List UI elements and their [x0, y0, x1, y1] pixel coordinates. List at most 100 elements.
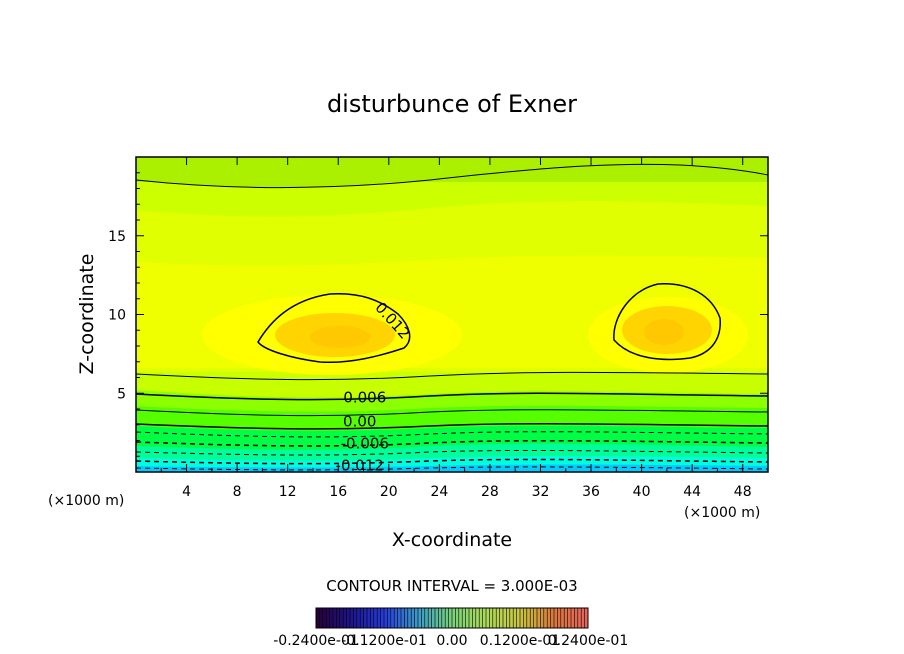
contour-label-text: -0.006	[341, 434, 389, 452]
x-tick-label: 8	[233, 484, 242, 500]
x-tick-label: 36	[582, 484, 600, 500]
colorbar-cell	[533, 608, 538, 628]
colorbar-cell	[333, 608, 337, 628]
colorbar-cell	[326, 608, 331, 628]
colorbar-cell	[316, 608, 320, 628]
colorbar-cell	[557, 608, 562, 628]
colorbar-labels: -0.2400e-01-0.1200e-01 0.00 0.1200e-010.24…	[273, 633, 628, 649]
colorbar-cell	[571, 608, 575, 628]
contour-label-text: 0.006	[343, 389, 386, 407]
colorbar-cell	[458, 608, 463, 628]
colorbar-cell	[475, 608, 480, 628]
colorbar-cell	[482, 608, 487, 628]
colorbar-cell	[421, 608, 426, 628]
x-unit-right: (×1000 m)	[684, 505, 760, 521]
x-tick-label: 40	[633, 484, 651, 500]
colorbar-cell	[564, 608, 569, 628]
colorbar-cell	[384, 608, 388, 628]
colorbar-cell	[479, 608, 484, 628]
colorbar-cell	[360, 608, 365, 628]
x-tick-label: 32	[532, 484, 550, 500]
colorbar-cell	[513, 608, 518, 628]
colorbar-cell	[503, 608, 507, 628]
contour-0.003	[136, 409, 768, 417]
colorbar-cell	[516, 608, 521, 628]
colorbar-cell	[499, 608, 504, 628]
colorbar-cell	[486, 608, 490, 628]
colorbar-cell	[336, 608, 341, 628]
colorbar-cell	[509, 608, 514, 628]
contour-neg-0.009	[136, 449, 768, 456]
colorbar-label: 0.00	[436, 633, 467, 649]
colorbar-cell	[537, 608, 541, 628]
contour-0.00	[136, 422, 768, 430]
x-tick-label: 28	[481, 484, 499, 500]
colorbar-cell	[540, 608, 545, 628]
contour-left-0.012	[257, 292, 411, 364]
colorbar-label: 0.2400e-01	[548, 633, 628, 649]
contour-label: -0.006	[341, 434, 389, 452]
colorbar-cell	[526, 608, 531, 628]
contour-label-text: -0.012	[336, 456, 384, 474]
contour-0.006	[136, 392, 768, 401]
colorbar-cell	[373, 608, 378, 628]
x-tick-label: 48	[734, 484, 752, 500]
colorbar-cell	[560, 608, 565, 628]
colorbar-cell	[492, 608, 497, 628]
contour-label-text: 0.00	[343, 412, 376, 430]
colorbar-cell	[353, 608, 358, 628]
colorbar-label: -0.1200e-01	[341, 633, 427, 649]
colorbar-cell	[377, 608, 382, 628]
colorbar-cell	[319, 608, 324, 628]
colorbar-cell	[445, 608, 450, 628]
contour-top	[136, 163, 768, 188]
contour-0.009	[136, 371, 768, 381]
contour-label: -0.012	[336, 456, 384, 474]
colorbar-cell	[418, 608, 422, 628]
colorbar-cell	[397, 608, 402, 628]
colorbar-cell	[462, 608, 467, 628]
colorbar-cell	[414, 608, 419, 628]
colorbar-cell	[387, 608, 392, 628]
colorbar-cell	[496, 608, 501, 628]
colorbar-cell	[547, 608, 552, 628]
colorbar-cell	[407, 608, 412, 628]
colorbar-label: 0.1200e-01	[480, 633, 560, 649]
contour-neg-0.003	[136, 431, 768, 438]
colorbar-cell	[367, 608, 371, 628]
x-tick-label: 44	[683, 484, 701, 500]
colorbar-cell	[581, 608, 586, 628]
colorbar-cell	[390, 608, 395, 628]
colorbar-cell	[577, 608, 582, 628]
colorbar-cell	[506, 608, 511, 628]
x-tick-label: 12	[279, 484, 297, 500]
colorbar-cell	[523, 608, 528, 628]
colorbar-cell	[401, 608, 405, 628]
contour-neg-0.015	[136, 466, 768, 471]
colorbar-cell	[350, 608, 354, 628]
chart-title: disturbunce of Exner	[327, 90, 577, 118]
colorbar-cell	[339, 608, 344, 628]
y-axis: 5 10 15	[108, 172, 768, 457]
colorbar-frame	[315, 607, 589, 629]
colorbar-cell	[428, 608, 433, 628]
colorbar-cell	[343, 608, 348, 628]
colorbar-cell	[431, 608, 436, 628]
y-axis-label: Z-coordinate	[76, 254, 98, 375]
colorbar-cell	[520, 608, 524, 628]
colorbar-label: -0.2400e-01	[273, 633, 359, 649]
colorbar-cell	[567, 608, 572, 628]
x-tick-label: 16	[329, 484, 347, 500]
colorbar-cell	[554, 608, 558, 628]
colorbar-cell	[448, 608, 453, 628]
colorbar-cell	[530, 608, 535, 628]
colorbar-cell	[346, 608, 351, 628]
colorbar-cell	[465, 608, 470, 628]
colorbar-cell	[394, 608, 399, 628]
blob-right-core	[644, 319, 684, 345]
colorbar-cell	[404, 608, 409, 628]
colorbar-cell	[424, 608, 429, 628]
contour-label: 0.006	[343, 389, 386, 407]
contour-right-0.012	[613, 283, 721, 361]
